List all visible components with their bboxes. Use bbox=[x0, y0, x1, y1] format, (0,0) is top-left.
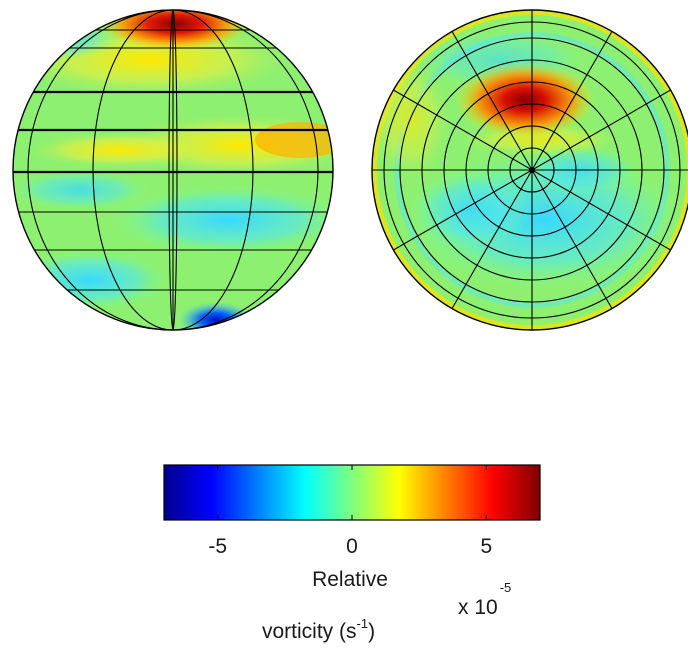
colorbar-tick-label: 5 bbox=[480, 535, 492, 558]
colorbar: -5 0 5 Relative vorticity (s-1) x 10-5 bbox=[163, 464, 541, 643]
colorbar-tick-label: -5 bbox=[208, 535, 227, 558]
colorbar-tick-label: 0 bbox=[346, 535, 358, 558]
globe-right bbox=[371, 9, 688, 331]
colorbar-ticks: -5 0 5 bbox=[208, 465, 492, 558]
globe-left bbox=[12, 9, 334, 331]
colorbar-gradient bbox=[163, 464, 541, 521]
colorbar-label-line1: Relative bbox=[312, 568, 388, 591]
colorbar-label-line2: vorticity (s-1) bbox=[262, 616, 375, 643]
colorbar-scale-factor: x 10-5 bbox=[458, 580, 511, 619]
